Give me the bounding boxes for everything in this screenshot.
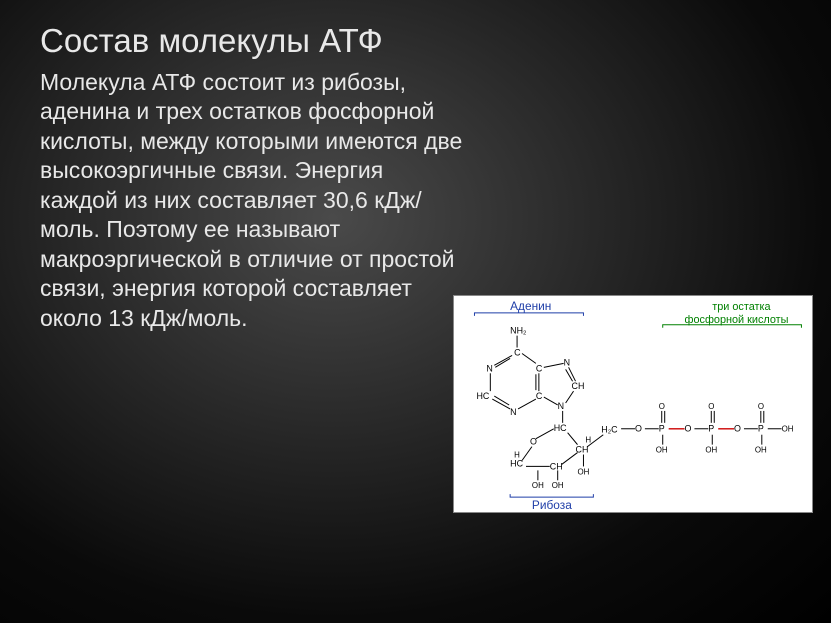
atom-oh3: OH: [578, 467, 590, 476]
adenine-label: Аденин: [510, 299, 551, 313]
phosphate-label-2: фосфорной кислоты: [685, 314, 789, 326]
atom-c1: C: [514, 347, 521, 357]
adenine-bracket: [474, 313, 583, 316]
atom-oh6: OH: [755, 446, 767, 455]
atom-p3: P: [758, 424, 764, 434]
ribose-bracket: [510, 494, 593, 497]
phosphate-label-1: три остатка: [712, 301, 771, 313]
phosphate-bracket: [663, 325, 802, 328]
atom-o6: O: [734, 424, 741, 434]
page-title: Состав молекулы АТФ: [40, 22, 383, 60]
atom-oh5: OH: [705, 446, 717, 455]
atom-oh1: OH: [532, 481, 544, 490]
atom-hc2: HC: [554, 423, 567, 433]
atom-h1: H: [514, 451, 520, 460]
atom-c3: C: [536, 363, 543, 373]
atom-hc3: HC: [510, 458, 523, 468]
atom-o1: O: [530, 437, 537, 447]
atom-ch3: CH: [576, 445, 589, 455]
atom-oh7: OH: [782, 425, 794, 434]
atom-c2: C: [536, 391, 543, 401]
atom-p2: P: [708, 424, 714, 434]
body-text: Молекула АТФ состоит из рибозы, аденина …: [40, 68, 465, 333]
atom-p1: P: [659, 424, 665, 434]
atp-structure-diagram: Аденин три остатка фосфорной кислоты NH₂…: [453, 295, 813, 513]
atom-ch1: CH: [572, 381, 585, 391]
atom-h2: H: [585, 436, 591, 445]
atom-ch2: CH: [550, 461, 563, 471]
atom-h2c: H₂C: [601, 425, 618, 435]
atom-o2: O: [635, 424, 642, 434]
atom-oh2: OH: [552, 481, 564, 490]
atom-o5: O: [708, 402, 714, 411]
atom-nh2: NH₂: [510, 326, 527, 336]
atom-hc1: HC: [476, 391, 489, 401]
atom-o3: O: [659, 402, 665, 411]
ribose-label: Рибоза: [532, 498, 572, 512]
atom-n2: N: [510, 407, 516, 417]
atom-n3: N: [564, 357, 570, 367]
atp-svg: Аденин три остатка фосфорной кислоты NH₂…: [454, 296, 812, 512]
atom-o4: O: [685, 424, 692, 434]
atom-n1: N: [486, 363, 492, 373]
atom-o7: O: [758, 402, 764, 411]
atom-n4: N: [558, 401, 564, 411]
atom-oh4: OH: [656, 446, 668, 455]
